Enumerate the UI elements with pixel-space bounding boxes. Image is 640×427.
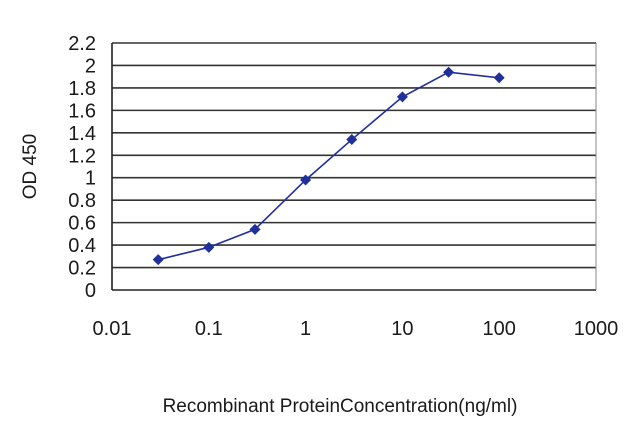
data-point — [249, 223, 261, 235]
y-tick-label: 1.2 — [68, 145, 96, 167]
y-tick-label: 2.2 — [68, 33, 96, 55]
data-point — [152, 254, 164, 266]
y-tick-label: 1.4 — [68, 123, 96, 145]
x-tick-label: 1 — [300, 318, 311, 340]
y-axis-title: OD 450 — [20, 134, 41, 199]
y-tick-label: 2 — [85, 55, 96, 77]
y-tick-label: 0.6 — [68, 213, 96, 235]
x-tick-label: 10 — [391, 318, 413, 340]
y-tick-label: 1.6 — [68, 100, 96, 122]
x-tick-label: 100 — [483, 318, 516, 340]
y-tick-label: 0 — [85, 280, 96, 302]
x-tick-labels: 0.01 0.1 1 10 100 1000 — [93, 318, 619, 340]
data-point — [396, 91, 408, 103]
grid-lines — [112, 42, 596, 269]
y-tick-label: 0.2 — [68, 258, 96, 280]
series — [152, 66, 505, 266]
data-point — [493, 72, 505, 84]
y-tick-label: 1 — [85, 168, 96, 190]
y-tick-labels: 00.20.40.60.811.21.41.61.822.2 — [68, 33, 96, 302]
y-tick-label: 0.8 — [68, 190, 96, 212]
y-tick-label: 0.4 — [68, 235, 96, 257]
series-line — [157, 71, 500, 261]
data-point — [443, 66, 455, 78]
plot-area — [112, 43, 596, 290]
axes — [111, 43, 597, 291]
y-tick-label: 1.8 — [68, 78, 96, 100]
x-tick-label: 0.1 — [195, 318, 223, 340]
x-axis-title: Recombinant ProteinConcentration(ng/ml) — [163, 396, 518, 417]
data-point — [203, 241, 215, 253]
data-point — [346, 134, 358, 146]
x-tick-label: 0.01 — [93, 318, 132, 340]
x-tick-label: 1000 — [574, 318, 619, 340]
data-point — [300, 174, 312, 186]
